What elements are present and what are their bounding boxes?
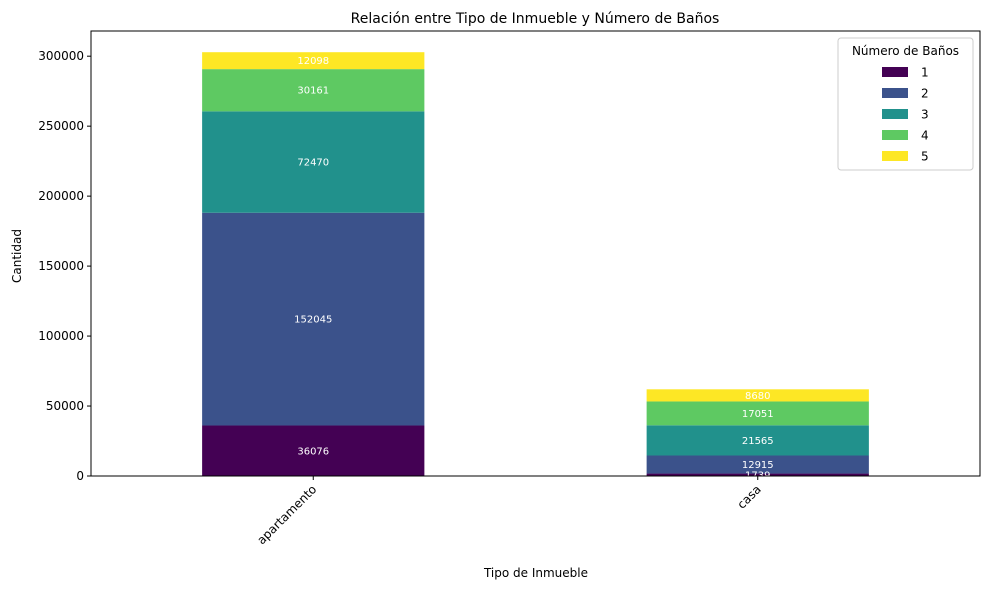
- x-axis-label: Tipo de Inmueble: [483, 566, 588, 580]
- bar-segment-casa-banos-2: [646, 455, 869, 474]
- data-label-apartamento-banos-1: 36076: [297, 446, 329, 457]
- y-axis: 0 50000 100000 150000 200000 250000 300000: [38, 49, 91, 483]
- legend-title: Número de Baños: [852, 44, 959, 58]
- data-label-apartamento-banos-2: 152045: [294, 315, 332, 326]
- chart-title: Relación entre Tipo de Inmueble y Número…: [351, 11, 720, 27]
- legend-swatch-3: [882, 109, 908, 119]
- legend-label-2: 2: [921, 87, 929, 101]
- bar-segment-casa-banos-5: [646, 389, 869, 402]
- y-tick-label: 150000: [38, 259, 84, 273]
- legend-swatch-2: [882, 88, 908, 98]
- bar-segment-apartamento-banos-1: [202, 425, 425, 476]
- y-tick-label: 300000: [38, 49, 84, 63]
- data-label-apartamento-banos-3: 72470: [297, 158, 329, 169]
- legend-label-5: 5: [921, 150, 929, 164]
- legend-swatch-1: [882, 67, 908, 77]
- bar-segment-apartamento-banos-5: [202, 52, 425, 70]
- bar-segment-apartamento-banos-4: [202, 69, 425, 112]
- legend-label-3: 3: [921, 108, 929, 122]
- legend: Número de Baños 1 2 3 4 5: [837, 37, 974, 171]
- bar-segment-casa-banos-1: [646, 473, 869, 476]
- bar-segment-casa-banos-4: [646, 401, 869, 426]
- legend-swatch-5: [882, 151, 908, 161]
- legend-label-1: 1: [921, 66, 929, 80]
- y-axis-label: Cantidad: [10, 229, 24, 283]
- legend-swatch-4: [882, 130, 908, 140]
- data-label-casa-banos-3: 21565: [742, 436, 774, 447]
- data-label-apartamento-banos-4: 30161: [297, 86, 329, 97]
- bar-segment-casa-banos-3: [646, 425, 869, 456]
- y-tick-label: 0: [76, 469, 84, 483]
- data-label-apartamento-banos-5: 12098: [297, 56, 329, 67]
- legend-box: [837, 37, 974, 171]
- data-label-casa-banos-4: 17051: [742, 409, 774, 420]
- data-label-casa-banos-5: 8680: [745, 391, 770, 402]
- y-tick-label: 200000: [38, 189, 84, 203]
- y-tick-label: 100000: [38, 329, 84, 343]
- plot-frame: [90, 30, 981, 477]
- data-label-casa-banos-2: 12915: [742, 460, 774, 471]
- bar-segment-apartamento-banos-3: [202, 111, 425, 213]
- bars-layer: [202, 52, 869, 476]
- bar-segment-apartamento-banos-2: [202, 212, 425, 426]
- legend-label-4: 4: [921, 129, 929, 143]
- y-tick-label: 250000: [38, 119, 84, 133]
- y-tick-label: 50000: [46, 399, 84, 413]
